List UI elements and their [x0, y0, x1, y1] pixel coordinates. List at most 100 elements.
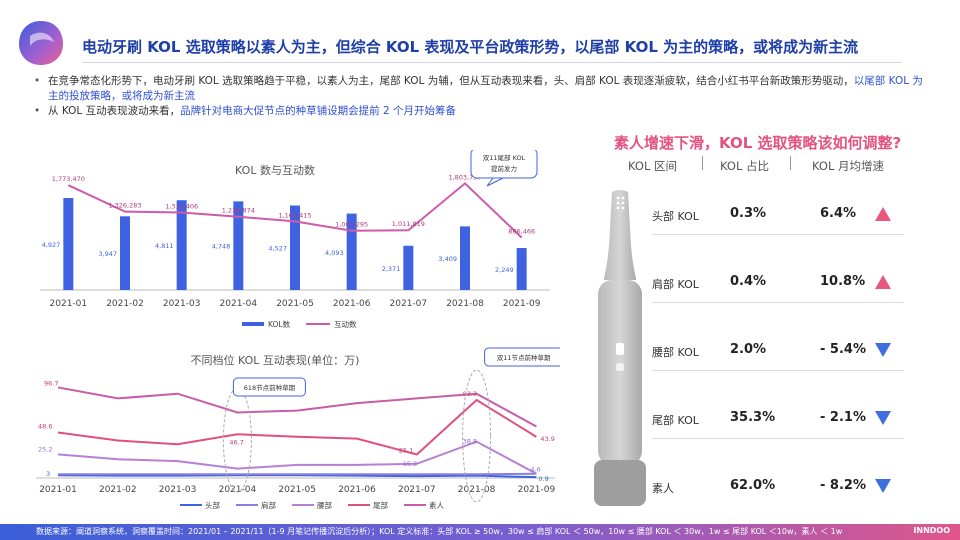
- table-row: 素人 62.0% - 8.2%: [652, 462, 904, 514]
- annotation-pointer: [486, 177, 504, 187]
- x-tick-label: 2021-07: [390, 299, 428, 309]
- legend-label: 尾部: [373, 500, 388, 510]
- line-data-label: 48.6: [38, 422, 52, 430]
- trend-down-icon: [875, 479, 891, 493]
- line-data-label: 886,466: [508, 228, 535, 236]
- x-tick-label: 2021-07: [398, 485, 436, 495]
- line-series-1: [58, 472, 537, 476]
- line-data-label: 38.8: [463, 438, 477, 446]
- line-data-label: 15.2: [403, 460, 417, 468]
- x-tick-label: 2021-06: [333, 299, 371, 309]
- bar-data-label: 2,249: [495, 266, 514, 274]
- line-data-label: 1,803,737: [448, 173, 481, 181]
- bar-data-label: 2,371: [382, 265, 401, 273]
- right-panel-title: 素人增速下滑，KOL 选取策略该如何调整?: [614, 134, 902, 152]
- footer-brand: INNDOO: [913, 526, 950, 535]
- page-title: 电动牙刷 KOL 选取策略以素人为主，但综合 KOL 表现及平台政策形势，以尾部…: [82, 38, 859, 56]
- legend-label-kol: KOL数: [268, 319, 291, 329]
- bar: [403, 245, 414, 290]
- bar: [120, 216, 130, 290]
- line-data-label: 1,160,415: [278, 211, 311, 219]
- table-row: 头部 KOL 0.3% 6.4%: [652, 190, 904, 242]
- x-tick-label: 2021-04: [219, 485, 257, 495]
- line-data-label: 1,312,406: [165, 202, 198, 210]
- line-series-0: [57, 474, 537, 479]
- annotation-text: 双11尾部 KOL: [483, 153, 526, 162]
- bar: [176, 200, 187, 290]
- brand-logo-icon: [19, 21, 63, 65]
- col-head-growth: KOL 月均增速: [812, 159, 885, 173]
- line-data-label: 96.7: [44, 379, 58, 387]
- bar: [63, 198, 74, 290]
- trend-down-icon: [875, 343, 891, 357]
- bar-data-label: 3,409: [438, 255, 457, 263]
- bullet-item: 在竞争常态化形势下，电动牙刷 KOL 选取策略趋于平稳，以素人为主，尾部 KOL…: [32, 74, 932, 104]
- summary-bullets: 在竞争常态化形势下，电动牙刷 KOL 选取策略趋于平稳，以素人为主，尾部 KOL…: [32, 74, 932, 119]
- x-tick-label: 2021-03: [159, 485, 197, 495]
- bullet-item: 从 KOL 互动表现波动来看，品牌针对电商大促节点的种草铺设期会提前 2 个月开…: [32, 104, 932, 119]
- legend-label: 素人: [429, 500, 444, 510]
- line-series-3: [57, 398, 537, 456]
- footer-bar: 数据来源：阐道洞察系统，洞察覆盖时间：2021/01 – 2021/11（1-9…: [0, 524, 960, 540]
- bar: [516, 248, 527, 290]
- line-series-interaction: [67, 182, 523, 239]
- legend-label: 肩部: [261, 500, 276, 510]
- x-tick-label: 2021-02: [106, 299, 144, 309]
- x-tick-label: 2021-08: [458, 485, 496, 495]
- bar-data-label: 4,748: [212, 243, 231, 251]
- col-head-divider: [702, 156, 703, 170]
- annotation-bubble-1111: [484, 347, 560, 367]
- trend-up-icon: [875, 275, 891, 289]
- bar-data-label: 4,811: [155, 242, 174, 250]
- line-data-label: 83.3: [463, 390, 477, 398]
- line-data-label: 1,011,819: [392, 220, 425, 228]
- table-row: 肩部 KOL 0.4% 10.8%: [652, 258, 904, 310]
- x-tick-label: 2021-01: [39, 485, 77, 495]
- row-divider: [652, 302, 904, 303]
- line-data-label: 43.9: [540, 435, 554, 443]
- x-tick-label: 2021-03: [163, 299, 201, 309]
- footer-source: 数据来源：阐道洞察系统，洞察覆盖时间：2021/01 – 2021/11（1-9…: [36, 527, 843, 536]
- x-tick-label: 2021-01: [50, 299, 88, 309]
- kol-count-interaction-chart: KOL 数与互动数 4,927 2021-01 3,947 2021-02 4,811 20…: [40, 150, 550, 329]
- bar-data-label: 4,527: [268, 245, 287, 253]
- line-data-label: 4.6: [530, 466, 540, 474]
- bar-data-label: 3,947: [98, 250, 117, 258]
- legend-label: 头部: [205, 500, 220, 510]
- chart-title: 不同档位 KOL 互动表现(单位：万): [191, 353, 360, 367]
- line-data-label: 1,003,295: [335, 221, 368, 229]
- highlight-ellipse-1111: [462, 369, 492, 503]
- title-divider: [82, 62, 902, 63]
- toothbrush-icon: [594, 190, 646, 506]
- annotation-bubble-618: [232, 377, 306, 397]
- bar: [460, 226, 470, 290]
- row-divider: [652, 370, 904, 371]
- line-data-label: 3: [46, 470, 50, 478]
- table-row: 腰部 KOL 2.0% - 5.4%: [652, 326, 904, 378]
- trend-down-icon: [875, 411, 891, 425]
- line-data-label: 1,239,874: [222, 207, 255, 215]
- bar: [290, 205, 300, 290]
- col-head-divider: [790, 156, 791, 170]
- annotation-text: 双11节点前种草期: [497, 353, 551, 362]
- bar-data-label: 4,093: [325, 249, 344, 257]
- tier-interaction-chart: 不同档位 KOL 互动表现(单位：万) 2021-01 2021-02 2021-03…: [36, 347, 560, 510]
- line-series-4: [57, 386, 537, 428]
- legend-label: 腰部: [317, 500, 332, 510]
- legend-label-interaction: 互动数: [334, 319, 357, 329]
- x-tick-label: 2021-06: [338, 485, 376, 495]
- table-row: 尾部 KOL 35.3% - 2.1%: [652, 394, 904, 446]
- line-data-label: 46.7: [229, 438, 243, 446]
- trend-up-icon: [875, 207, 891, 221]
- bar: [233, 201, 244, 290]
- line-data-label: 25.1: [399, 446, 413, 454]
- line-data-label: 0.9: [538, 475, 548, 483]
- line-data-label: 1,773,470: [52, 175, 85, 183]
- x-tick-label: 2021-05: [278, 485, 316, 495]
- line-data-label: 25.2: [38, 445, 52, 453]
- highlight-ellipse-618: [222, 387, 252, 493]
- col-head-tier: KOL 区间: [628, 159, 678, 173]
- annotation-text: 提前发力: [491, 164, 517, 173]
- line-series-2: [57, 440, 537, 475]
- x-tick-label: 2021-09: [503, 299, 541, 309]
